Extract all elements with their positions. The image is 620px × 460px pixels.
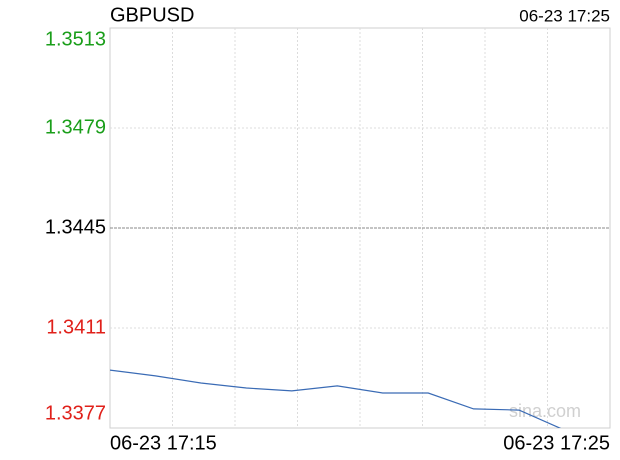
y-tick-label: 1.3513 bbox=[45, 28, 106, 50]
y-tick-label: 1.3479 bbox=[45, 116, 106, 138]
y-tick-label: 1.3377 bbox=[45, 402, 106, 424]
timestamp: 06-23 17:25 bbox=[519, 6, 610, 25]
price-line bbox=[110, 369, 562, 428]
x-tick-label: 06-23 17:15 bbox=[110, 432, 217, 454]
watermark: sina.com bbox=[509, 401, 581, 421]
x-tick-label: 06-23 17:25 bbox=[503, 432, 610, 454]
y-tick-label: 1.3445 bbox=[45, 216, 106, 238]
chart-title: GBPUSD bbox=[110, 4, 194, 26]
y-tick-label: 1.3411 bbox=[46, 316, 106, 338]
